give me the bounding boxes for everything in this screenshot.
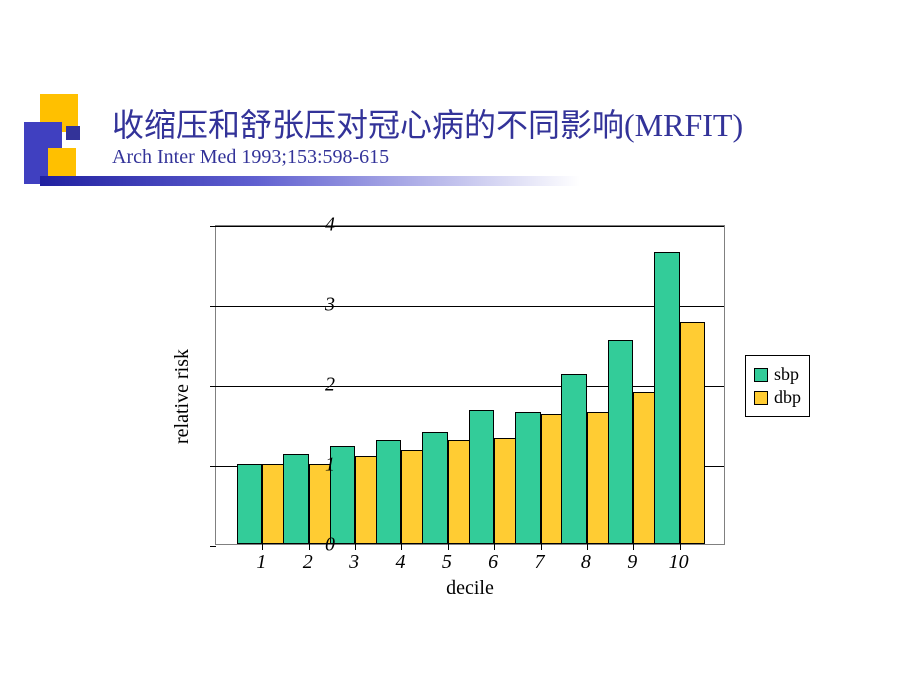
legend-label: sbp [774,364,799,385]
y-tick-label: 2 [305,374,335,397]
x-tick [494,544,495,550]
title-area: 收缩压和舒张压对冠心病的不同影响(MRFIT) Arch Inter Med 1… [112,106,892,169]
x-tick-label: 3 [339,551,369,574]
x-tick-label: 5 [432,551,462,574]
gridline [216,386,724,387]
x-tick-label: 10 [664,551,694,574]
y-tick [210,546,216,547]
y-tick [210,226,216,227]
bar-sbp [561,374,587,544]
bar-sbp [469,410,495,544]
x-tick-label: 1 [246,551,276,574]
bar-sbp [608,340,634,544]
slide-title: 收缩压和舒张压对冠心病的不同影响(MRFIT) [112,106,892,144]
x-tick-label: 6 [478,551,508,574]
x-tick [541,544,542,550]
y-tick [210,306,216,307]
x-tick-label: 8 [571,551,601,574]
bar-sbp [515,412,541,544]
x-tick-label: 7 [525,551,555,574]
header-decoration [0,0,920,200]
x-tick-label: 4 [385,551,415,574]
x-tick [680,544,681,550]
y-tick-label: 4 [305,214,335,237]
x-tick [587,544,588,550]
title-bullet-icon [66,126,80,140]
y-tick-label: 3 [305,294,335,317]
plot-area [215,225,725,545]
y-axis-title: relative risk [171,349,194,444]
slide: 收缩压和舒张压对冠心病的不同影响(MRFIT) Arch Inter Med 1… [0,0,920,690]
slide-subtitle: Arch Inter Med 1993;153:598-615 [112,146,892,169]
legend-swatch-icon [754,368,768,382]
bar-sbp [654,252,680,544]
y-tick-label: 1 [305,454,335,477]
x-tick [401,544,402,550]
y-tick [210,386,216,387]
bar-sbp [376,440,402,544]
x-tick [355,544,356,550]
legend: sbpdbp [745,355,810,417]
legend-item: dbp [754,387,801,408]
gridline [216,226,724,227]
yellow-block-2 [48,148,76,176]
x-tick [633,544,634,550]
legend-swatch-icon [754,391,768,405]
legend-label: dbp [774,387,801,408]
x-tick [262,544,263,550]
gradient-bar [40,176,580,186]
x-tick-label: 2 [293,551,323,574]
x-tick [448,544,449,550]
legend-item: sbp [754,364,801,385]
x-tick-label: 9 [617,551,647,574]
y-tick [210,466,216,467]
bar-sbp [237,464,263,544]
bar-dbp [680,322,706,544]
chart-container: relative risk decile sbpdbp 012341234567… [155,215,855,615]
bar-sbp [422,432,448,544]
gridline [216,306,724,307]
x-axis-title: decile [215,577,725,600]
